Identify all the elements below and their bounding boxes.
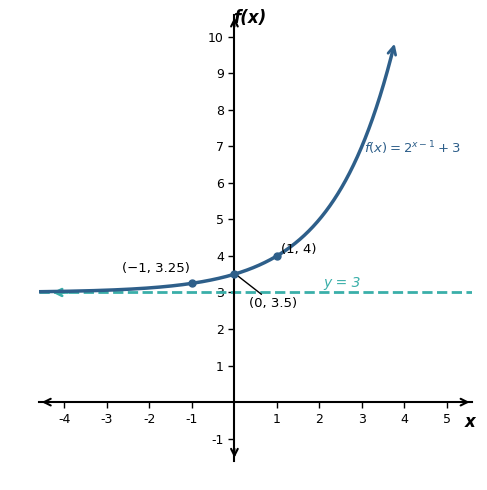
Text: $f(x) = 2^{x-1} + 3$: $f(x) = 2^{x-1} + 3$ [364, 140, 461, 157]
Text: (1, 4): (1, 4) [281, 243, 317, 256]
Text: f(x): f(x) [233, 9, 266, 27]
Text: (−1, 3.25): (−1, 3.25) [122, 262, 190, 275]
Text: x: x [465, 413, 476, 431]
Text: (0, 3.5): (0, 3.5) [237, 275, 298, 310]
Text: y = 3: y = 3 [324, 276, 361, 290]
